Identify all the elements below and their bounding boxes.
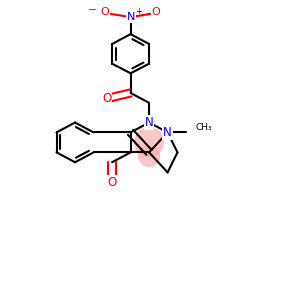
Circle shape [139,146,160,167]
Text: +: + [136,7,142,16]
Text: N: N [145,116,154,129]
Text: CH₃: CH₃ [195,122,212,131]
Text: N: N [163,126,172,139]
Text: O: O [102,92,111,105]
Circle shape [135,128,164,157]
Text: −: − [88,5,97,15]
Text: O: O [101,7,110,17]
Text: O: O [152,7,160,17]
Text: O: O [107,176,117,189]
Text: N: N [126,12,135,22]
